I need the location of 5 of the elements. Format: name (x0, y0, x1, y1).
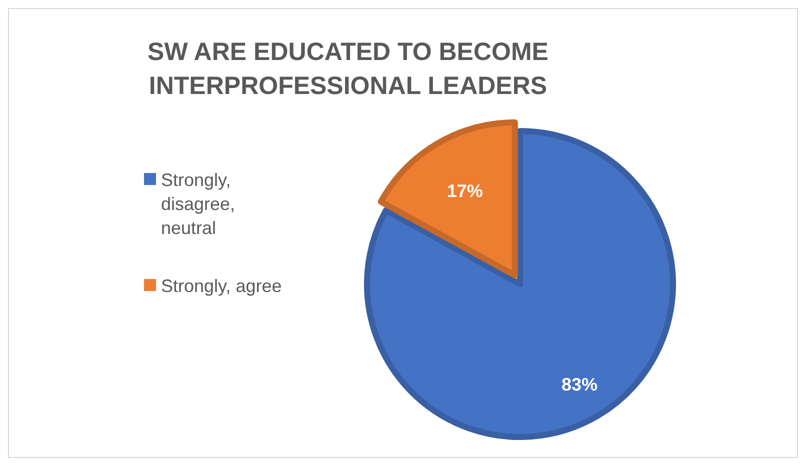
data-label: 17% (446, 180, 483, 201)
chart-title: SW ARE EDUCATED TO BECOME INTERPROFESSIONAL LEADERS (148, 38, 548, 100)
legend-label: Strongly, agree (161, 276, 282, 296)
data-label: 83% (562, 374, 598, 395)
legend-label: Strongly, disagree, neutral (161, 170, 236, 238)
